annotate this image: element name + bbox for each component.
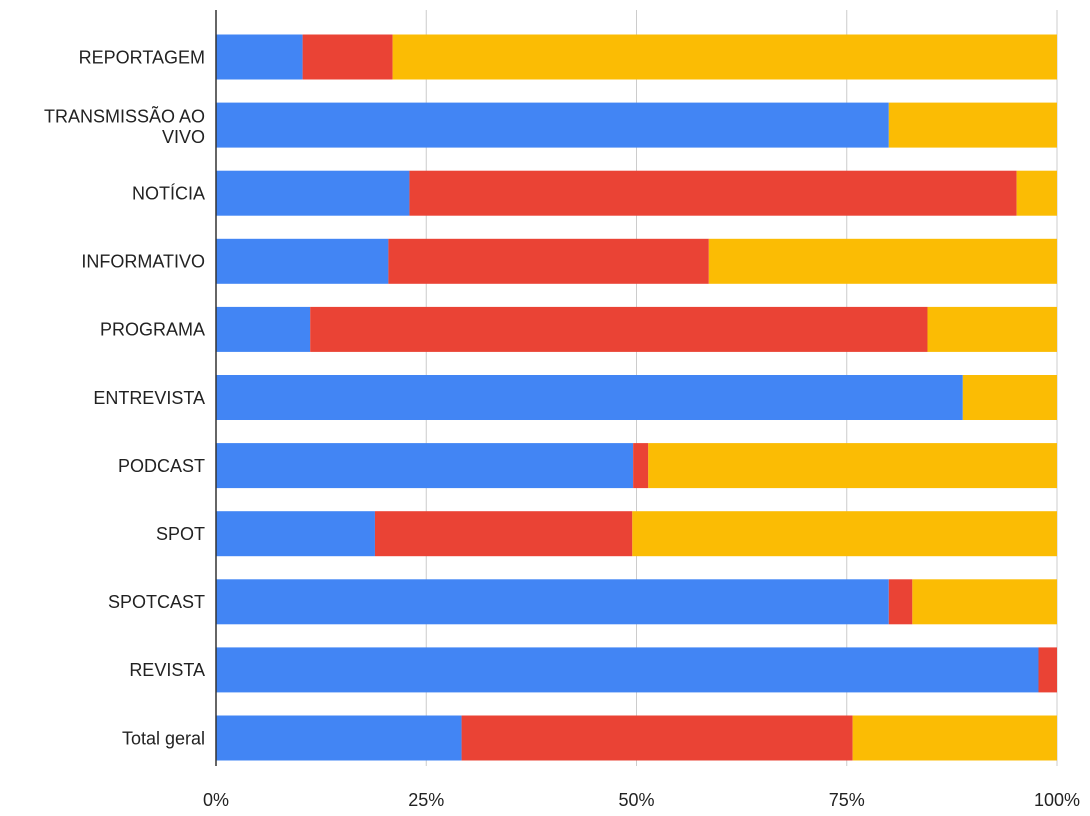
bar-segment-series-1	[216, 443, 634, 489]
category-label: INFORMATIVO	[81, 252, 205, 272]
bar-segment-series-3	[1016, 170, 1057, 216]
category-labels: REPORTAGEM TRANSMISSÃO AO VIVO NOTÍCIA INFOR…	[44, 47, 205, 748]
category-label: SPOTCAST	[108, 592, 205, 612]
x-tick-label: 25%	[408, 790, 444, 810]
x-tick-label: 100%	[1034, 790, 1080, 810]
category-label: SPOT	[156, 524, 205, 544]
bar-segment-series-1	[216, 647, 1039, 693]
bar-segment-series-2	[388, 238, 709, 284]
category-label: NOTÍCIA	[132, 184, 205, 204]
bar-segment-series-2	[374, 511, 633, 557]
bar-segment-series-3	[648, 443, 1057, 489]
bar-segment-series-1	[216, 306, 311, 352]
bar-segment-series-3	[927, 306, 1057, 352]
bar-segment-series-2	[409, 170, 1017, 216]
category-label: TRANSMISSÃO AO VIVO	[44, 105, 205, 147]
bar-segment-series-2	[1038, 647, 1057, 693]
x-tick-label: 0%	[203, 790, 229, 810]
bar-segment-series-3	[912, 579, 1057, 625]
category-label: ENTREVISTA	[93, 388, 205, 408]
x-tick-labels: 0% 25% 50% 75% 100%	[203, 790, 1080, 810]
category-label: Total geral	[122, 728, 205, 748]
bars	[216, 34, 1057, 761]
bar-segment-series-2	[302, 34, 393, 80]
bar-segment-series-3	[888, 102, 1057, 148]
bar-segment-series-2	[310, 306, 928, 352]
bar-segment-series-1	[216, 238, 389, 284]
x-tick-label: 50%	[618, 790, 654, 810]
bar-segment-series-1	[216, 511, 375, 557]
category-label: PROGRAMA	[100, 320, 205, 340]
category-label: REPORTAGEM	[79, 47, 205, 67]
bar-segment-series-1	[216, 102, 889, 148]
bar-segment-series-3	[392, 34, 1057, 80]
bar-segment-series-3	[962, 375, 1057, 420]
bar-segment-series-1	[216, 170, 410, 216]
category-label: REVISTA	[129, 660, 205, 680]
bar-segment-series-2	[633, 443, 649, 489]
bar-segment-series-1	[216, 579, 889, 625]
category-label: PODCAST	[118, 456, 205, 476]
bar-segment-series-1	[216, 715, 462, 761]
bar-segment-series-3	[852, 715, 1057, 761]
bar-segment-series-2	[461, 715, 853, 761]
bar-segment-series-3	[632, 511, 1057, 557]
bar-segment-series-2	[888, 579, 913, 625]
x-tick-label: 75%	[829, 790, 865, 810]
bar-segment-series-3	[708, 238, 1057, 284]
bar-segment-series-1	[216, 375, 963, 420]
bar-segment-series-1	[216, 34, 303, 80]
